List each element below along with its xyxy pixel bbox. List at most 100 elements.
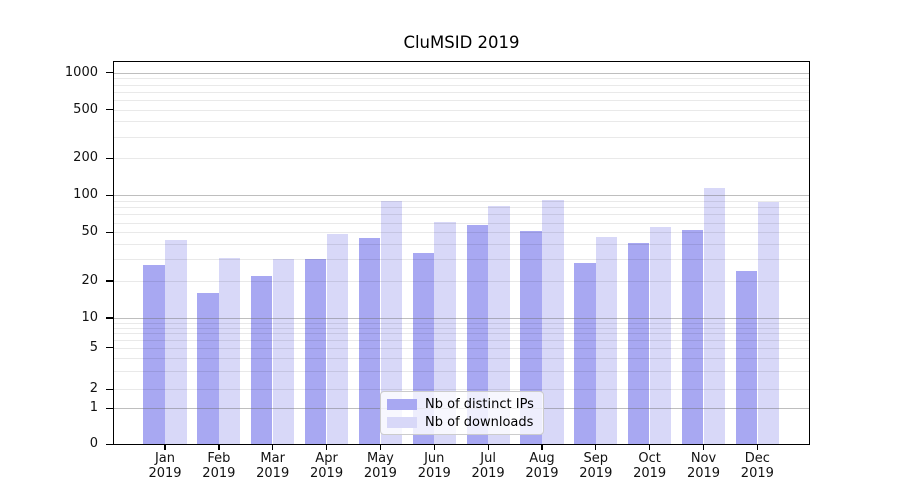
x-tick-label-dec: Dec 2019 [725, 451, 789, 481]
bar-downloads-jan [165, 240, 187, 444]
bar-downloads-aug [542, 199, 564, 444]
x-tick-year: 2019 [310, 466, 344, 481]
bar-distinct-ips-mar [251, 275, 273, 444]
x-tick-month: Jun [424, 451, 445, 466]
bar-downloads-jun [434, 221, 456, 444]
legend-row-distinct-ips: Nb of distinct IPs [387, 397, 537, 412]
x-tick-year: 2019 [148, 466, 182, 481]
x-tick-label-mar: Mar 2019 [241, 451, 305, 481]
y-tick [106, 109, 113, 111]
bar-distinct-ips-may [358, 237, 381, 444]
legend-swatch-distinct-ips-icon [387, 398, 417, 410]
y-tick-label: 20 [81, 273, 98, 289]
x-tick [379, 444, 382, 450]
x-tick-month: Jan [154, 451, 176, 466]
y-tick-label: 50 [81, 224, 98, 240]
x-tick-year: 2019 [579, 466, 613, 481]
bar-distinct-ips-sep [574, 263, 596, 444]
x-tick [702, 444, 705, 450]
x-tick-label-jun: Jun 2019 [402, 451, 466, 481]
y-tick-label: 1 [89, 400, 98, 416]
x-tick [541, 444, 543, 450]
x-tick [595, 444, 597, 450]
y-tick [106, 347, 113, 349]
y-tick-label: 10 [81, 310, 98, 325]
x-tick-year: 2019 [202, 466, 236, 481]
y-tick [106, 317, 113, 319]
bar-downloads-apr [326, 234, 349, 444]
legend-label-downloads: Nb of downloads [425, 414, 534, 430]
x-tick [756, 444, 759, 450]
x-tick-month: Apr [315, 451, 338, 466]
x-tick-month: Mar [260, 451, 285, 466]
chart-title: CluMSID 2019 [403, 33, 520, 52]
x-tick [272, 444, 274, 450]
y-tick [106, 388, 113, 390]
y-tick-label: 5 [89, 339, 98, 355]
y-tick [106, 157, 113, 160]
x-tick-label-sep: Sep 2019 [564, 451, 628, 481]
x-tick-month: Nov [690, 451, 717, 466]
bars-layer [114, 62, 809, 444]
x-tick-year: 2019 [363, 466, 397, 481]
x-tick-label-aug: Aug 2019 [510, 451, 574, 481]
bar-distinct-ips-dec [735, 271, 758, 444]
bar-distinct-ips-feb [197, 292, 219, 444]
x-tick [487, 444, 489, 450]
bar-downloads-jul [488, 205, 510, 444]
plot-area [113, 61, 810, 445]
bar-downloads-mar [272, 259, 295, 444]
x-tick-year: 2019 [525, 466, 559, 481]
x-tick-year: 2019 [740, 466, 774, 481]
x-tick-label-jan: Jan 2019 [133, 451, 197, 481]
x-tick [433, 444, 435, 450]
y-tick-label: 1000 [64, 64, 98, 80]
bar-downloads-feb [219, 257, 241, 444]
x-tick [164, 444, 166, 450]
bar-distinct-ips-aug [520, 231, 542, 444]
bar-downloads-dec [757, 201, 779, 444]
y-tick-label: 0 [89, 436, 98, 452]
x-tick-year: 2019 [686, 466, 721, 481]
y-tick [106, 194, 113, 196]
y-tick-label: 500 [73, 101, 98, 117]
y-tick-label: 200 [73, 150, 98, 166]
x-tick-year: 2019 [256, 466, 290, 481]
y-tick [106, 443, 113, 445]
y-tick-label: 2 [89, 381, 98, 397]
legend-swatch-downloads-icon [387, 416, 417, 428]
x-tick [649, 444, 651, 450]
x-tick-year: 2019 [417, 466, 451, 481]
x-tick [218, 444, 220, 450]
x-tick-month: Jul [480, 451, 496, 466]
bar-downloads-oct [649, 227, 672, 444]
x-tick-label-may: May 2019 [348, 451, 412, 481]
legend-label-distinct-ips: Nb of distinct IPs [425, 396, 534, 412]
y-tick-label: 100 [73, 187, 98, 203]
x-tick [325, 444, 328, 450]
x-tick-month: Feb [207, 451, 231, 466]
x-tick-label-oct: Oct 2019 [618, 451, 682, 481]
y-tick [106, 280, 113, 282]
x-tick-year: 2019 [633, 466, 667, 481]
x-tick-month: Aug [529, 451, 555, 466]
bar-distinct-ips-apr [304, 259, 327, 444]
bar-downloads-sep [596, 236, 618, 444]
bar-distinct-ips-nov [681, 230, 704, 444]
y-tick [106, 231, 113, 233]
bar-distinct-ips-oct [628, 242, 650, 444]
x-tick-month: Sep [583, 451, 609, 466]
x-tick-month: Oct [638, 451, 661, 466]
x-tick-label-apr: Apr 2019 [295, 451, 359, 481]
bar-downloads-may [380, 200, 402, 444]
x-tick-month: Dec [744, 451, 770, 466]
bar-downloads-nov [703, 187, 726, 444]
x-tick-month: May [366, 451, 394, 466]
x-tick-label-nov: Nov 2019 [672, 451, 736, 481]
x-tick-year: 2019 [471, 466, 505, 481]
x-tick-label-feb: Feb 2019 [187, 451, 251, 481]
bar-distinct-ips-jul [466, 225, 488, 444]
x-tick-label-jul: Jul 2019 [456, 451, 520, 481]
y-tick [106, 72, 113, 74]
